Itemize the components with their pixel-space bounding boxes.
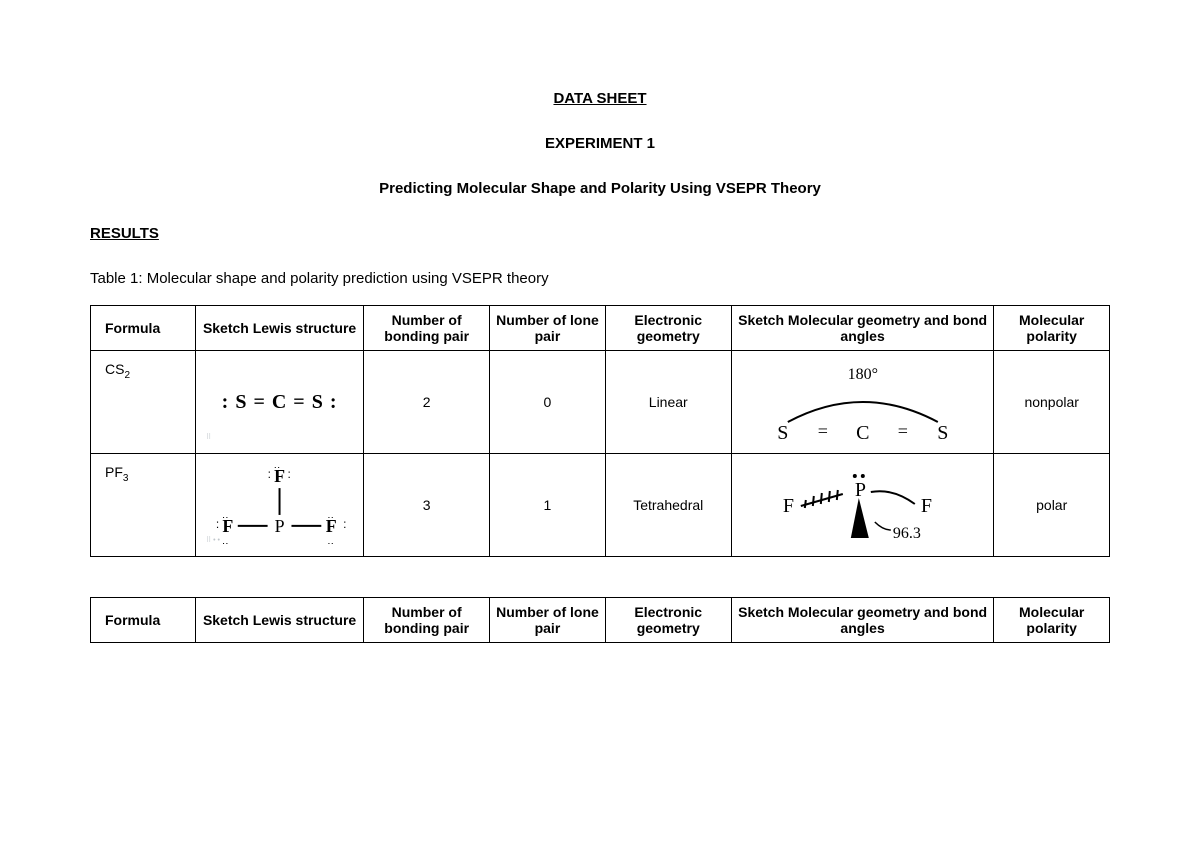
formula-sub: 3 [123, 473, 129, 484]
col-pol: Molecular polarity [994, 306, 1110, 351]
cell-lewis: : S = C = S : ⠿ [196, 351, 364, 454]
svg-text::: : [268, 467, 271, 481]
formula-sub: 2 [124, 370, 130, 381]
watermark: ⠿ [206, 433, 211, 441]
col-pol: Molecular polarity [994, 598, 1110, 643]
geometry-sketch: F P F [736, 460, 990, 550]
atom-right: S [937, 422, 948, 444]
cell-pol: polar [994, 454, 1110, 557]
col-eg: Electronic geometry [605, 306, 731, 351]
cell-lp: 0 [490, 351, 606, 454]
page-title: DATA SHEET [90, 90, 1110, 107]
lewis-sketch: F : : ‥ P F : ‥ ‥ [200, 460, 359, 550]
formula-base: CS [105, 361, 124, 377]
atom-left: F [783, 495, 794, 517]
cell-pol: nonpolar [994, 351, 1110, 454]
pf3-geometry-svg: F P F [736, 460, 990, 550]
cell-formula: PF3 [91, 454, 196, 557]
svg-text::: : [216, 517, 219, 531]
cell-eg: Tetrahedral [605, 454, 731, 557]
col-bp: Number of bonding pair [364, 598, 490, 643]
table-header-row: Formula Sketch Lewis structure Number of… [91, 306, 1110, 351]
atom-center: C [856, 422, 869, 444]
vsepr-table-continued: Formula Sketch Lewis structure Number of… [90, 597, 1110, 643]
table-caption: Table 1: Molecular shape and polarity pr… [90, 270, 1110, 287]
col-formula: Formula [91, 598, 196, 643]
lewis-sketch: : S = C = S : ⠿ [200, 357, 359, 447]
col-eg: Electronic geometry [605, 598, 731, 643]
table-row: CS2 : S = C = S : ⠿ 2 0 Linear 180° S = [91, 351, 1110, 454]
cell-eg: Linear [605, 351, 731, 454]
svg-text::: : [343, 517, 346, 531]
svg-text:‥: ‥ [222, 510, 229, 521]
col-geom: Sketch Molecular geometry and bond angle… [731, 598, 994, 643]
table-header-row: Formula Sketch Lewis structure Number of… [91, 598, 1110, 643]
angle-label: 180° [847, 366, 877, 383]
col-bp: Number of bonding pair [364, 306, 490, 351]
pf3-lewis-svg: F : : ‥ P F : ‥ ‥ [200, 460, 359, 550]
svg-text:‥: ‥ [327, 510, 334, 521]
table-row: PF3 F : : ‥ P F : [91, 454, 1110, 557]
svg-text:P: P [275, 516, 285, 536]
bond-right: = [898, 421, 908, 441]
svg-text:‥: ‥ [222, 536, 229, 547]
lewis-text: : S = C = S : [200, 391, 359, 414]
cell-lp: 1 [490, 454, 606, 557]
svg-text:‥: ‥ [327, 536, 334, 547]
atom-right: F [921, 495, 932, 517]
geometry-sketch: 180° S = C = S [736, 357, 990, 447]
svg-text::: : [288, 467, 291, 481]
vsepr-table: Formula Sketch Lewis structure Number of… [90, 305, 1110, 557]
cell-formula: CS2 [91, 351, 196, 454]
cell-lewis: F : : ‥ P F : ‥ ‥ [196, 454, 364, 557]
results-heading: RESULTS [90, 225, 1110, 242]
col-geom: Sketch Molecular geometry and bond angle… [731, 306, 994, 351]
atom-left: S [777, 422, 788, 444]
cell-bp: 2 [364, 351, 490, 454]
formula-base: PF [105, 464, 123, 480]
col-lewis: Sketch Lewis structure [196, 598, 364, 643]
col-formula: Formula [91, 306, 196, 351]
cell-geom: F P F [731, 454, 994, 557]
col-lp: Number of lone pair [490, 306, 606, 351]
linear-geometry-svg: 180° S = C = S [736, 357, 990, 447]
experiment-subtitle: Predicting Molecular Shape and Polarity … [90, 180, 1110, 197]
wedge-icon [851, 498, 869, 538]
bond-left: = [818, 421, 828, 441]
cell-bp: 3 [364, 454, 490, 557]
document-page: DATA SHEET EXPERIMENT 1 Predicting Molec… [0, 0, 1200, 643]
svg-text:‥: ‥ [274, 460, 281, 471]
atom-center: P [855, 479, 866, 501]
col-lp: Number of lone pair [490, 598, 606, 643]
angle-arc [788, 402, 938, 422]
col-lewis: Sketch Lewis structure [196, 306, 364, 351]
watermark: ⠿ • • [206, 536, 220, 544]
cell-geom: 180° S = C = S [731, 351, 994, 454]
angle-value: 96.3 [893, 525, 921, 542]
experiment-number: EXPERIMENT 1 [90, 135, 1110, 152]
